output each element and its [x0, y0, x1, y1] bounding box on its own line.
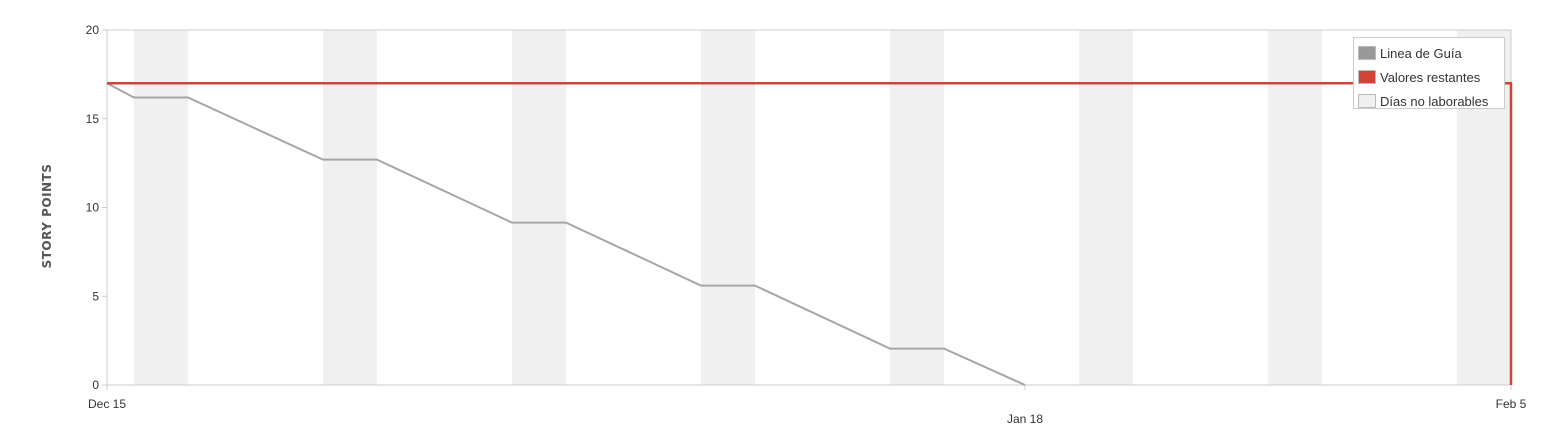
- legend-label-non-working: Días no laborables: [1380, 93, 1489, 109]
- y-tick-label-0: 0: [92, 378, 99, 392]
- legend-item-guideline[interactable]: Linea de Guía: [1358, 41, 1501, 65]
- legend-item-remaining[interactable]: Valores restantes: [1358, 65, 1501, 89]
- non-working-band-2: [512, 30, 566, 385]
- non-working-band-1: [323, 30, 377, 385]
- series-line-remaining-values: [107, 82, 1513, 385]
- series-line-guideline: [106, 82, 1026, 386]
- legend-label-guideline: Linea de Guía: [1380, 45, 1462, 61]
- x-tick-label-2: Feb 5: [1496, 397, 1527, 411]
- y-axis-title: STORY POINTS: [40, 164, 54, 269]
- non-working-band-4: [890, 30, 944, 385]
- legend-item-non-working[interactable]: Días no laborables: [1358, 89, 1501, 113]
- non-working-band-3: [701, 30, 755, 385]
- non-working-days-bands: [134, 30, 1511, 385]
- y-tick-label-3: 15: [86, 112, 100, 126]
- y-tick-label-1: 5: [92, 289, 99, 303]
- legend-swatch-remaining: [1358, 70, 1376, 84]
- legend-label-remaining: Valores restantes: [1380, 69, 1481, 85]
- x-tick-label-0: Dec 15: [88, 397, 126, 411]
- x-tick-label-1: Jan 18: [1007, 412, 1043, 426]
- legend-swatch-guideline: [1358, 46, 1376, 60]
- non-working-band-6: [1268, 30, 1322, 385]
- legend-swatch-non-working: [1358, 94, 1376, 108]
- y-tick-label-2: 10: [86, 201, 100, 215]
- non-working-band-5: [1079, 30, 1133, 385]
- chart-series: [106, 82, 1513, 386]
- y-tick-label-4: 20: [86, 23, 100, 37]
- chart-tick-labels: 0 5 10 15 20 Dec 15 Jan 18 Feb 5: [86, 23, 1527, 426]
- chart-legend: Linea de Guía Valores restantes Días no …: [1353, 37, 1505, 109]
- non-working-band-0: [134, 30, 188, 385]
